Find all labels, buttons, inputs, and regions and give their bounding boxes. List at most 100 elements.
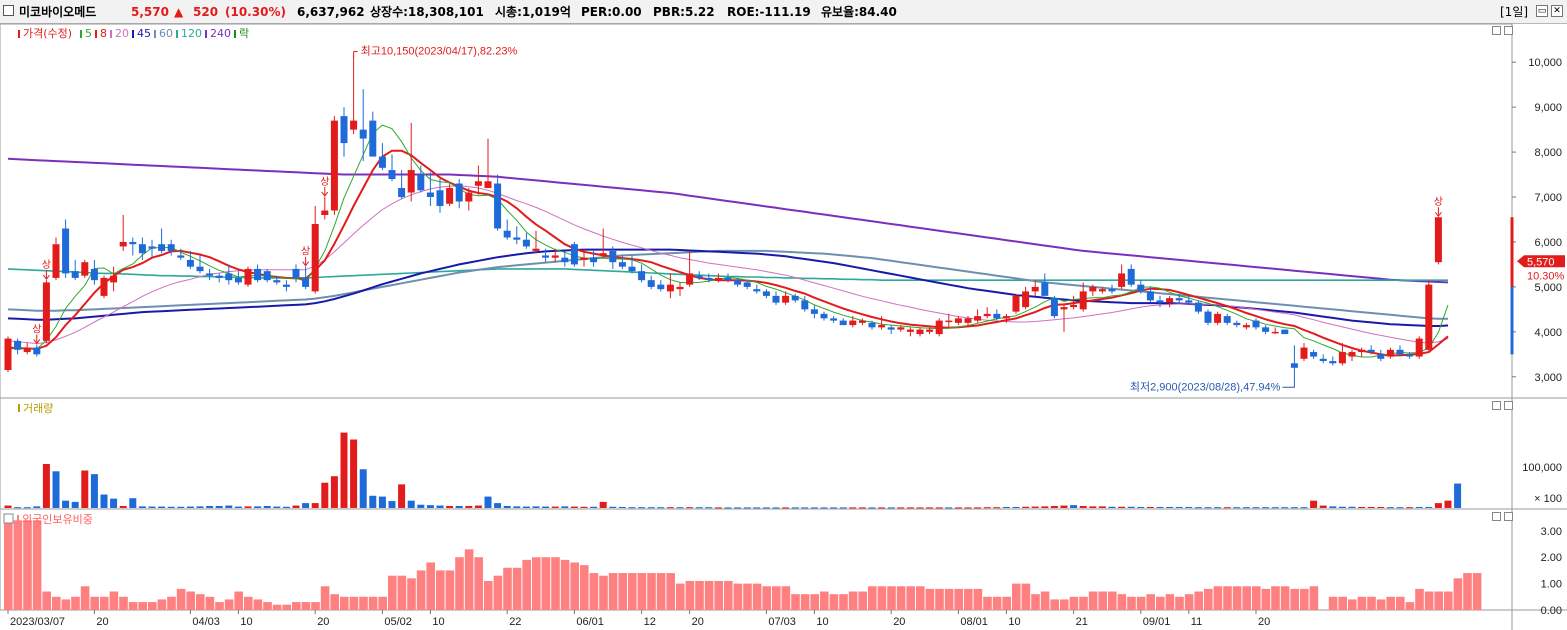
pane-close-icon[interactable] [1504, 26, 1513, 35]
volume-bar [1041, 506, 1049, 508]
change-percent: (10.30%) [225, 5, 286, 19]
candle-body [465, 192, 473, 202]
limit-up-arrow [33, 339, 41, 345]
y-tick-label: 0.00 [1541, 605, 1562, 617]
candle-body [1415, 338, 1423, 357]
holding-bar [925, 588, 935, 610]
candle-body [1041, 282, 1049, 296]
candle-body [1386, 349, 1394, 357]
volume-bar [935, 507, 943, 509]
holding-bar [704, 580, 714, 610]
candle-body [225, 273, 233, 281]
volume-bar [1367, 506, 1375, 508]
period-selector[interactable]: [1일] [1500, 5, 1529, 19]
candle-body [734, 280, 742, 285]
volume-bar [100, 494, 108, 508]
pane-close-icon[interactable] [1504, 512, 1513, 521]
volume-bar [820, 507, 828, 509]
candle-body [1281, 329, 1289, 335]
volume-bar [1137, 506, 1145, 508]
holding-bar [964, 588, 973, 610]
legend-label-60: 60 [159, 27, 173, 40]
volume-bar [964, 507, 972, 509]
restore-icon[interactable]: ▭ [1536, 5, 1548, 17]
holding-bar [1357, 596, 1367, 610]
candle-body [628, 266, 636, 272]
volume-bar [196, 506, 204, 508]
close-icon[interactable]: ✕ [1551, 5, 1563, 17]
holding-bar [848, 591, 858, 610]
volume-bar [1377, 506, 1385, 508]
candle-body [273, 280, 281, 283]
legend-checkbox [3, 513, 14, 524]
holding-bar [589, 573, 599, 610]
holding-bar [647, 573, 656, 610]
legend-label-foreign-holding: 외국인보유비중 [22, 513, 93, 526]
volume-bar [974, 507, 982, 509]
candle-body [743, 282, 751, 287]
y-tick-label: 5,000 [1534, 282, 1562, 294]
holding-bar [436, 570, 445, 610]
volume-bar [292, 505, 300, 508]
x-tick-label: 10 [1008, 616, 1020, 628]
holding-bar [820, 591, 829, 610]
candle-body [1060, 307, 1068, 310]
volume-bar [1223, 507, 1231, 509]
holding-bar [781, 586, 791, 610]
candle-body [954, 318, 962, 323]
volume-bar [590, 506, 598, 508]
legend-swatch [18, 404, 20, 412]
candle-body [686, 273, 694, 285]
holding-bar [263, 602, 272, 610]
holding-bar [1463, 573, 1472, 610]
volume-bar [609, 506, 617, 508]
legend-swatch [95, 30, 97, 38]
holding-bar [1165, 594, 1175, 610]
candle-body [666, 284, 674, 292]
volume-bar [90, 474, 98, 508]
volume-bar [1406, 507, 1414, 509]
candle-body [1118, 273, 1126, 287]
volume-bar [791, 507, 799, 509]
pane-restore-icon[interactable] [1492, 512, 1501, 521]
holding-bar [388, 575, 397, 610]
volume-bar [1358, 506, 1366, 508]
pane-restore-icon[interactable] [1492, 401, 1501, 410]
limit-up-arrow [321, 191, 329, 197]
volume-bar [1338, 506, 1346, 508]
stock-name[interactable]: 미코바이오메드 [19, 5, 97, 19]
pane-close-icon[interactable] [1504, 401, 1513, 410]
volume-bar [1108, 506, 1116, 508]
volume-bar [81, 470, 89, 508]
volume-bar [186, 506, 194, 508]
volume-bar [657, 507, 665, 509]
limit-up-arrow [1435, 211, 1442, 218]
holding-bar [551, 557, 560, 610]
legend-label-volume: 거래량 [23, 402, 53, 415]
volume-bar [1185, 506, 1193, 508]
candle-body [196, 266, 204, 272]
volume-bar [714, 507, 722, 509]
holding-bar [90, 596, 99, 610]
candle-body [474, 181, 482, 186]
holding-bar [877, 586, 887, 610]
volume-bar [234, 506, 242, 508]
candle-body [215, 275, 223, 278]
holding-bar [1328, 596, 1338, 610]
pane-restore-icon[interactable] [1492, 26, 1501, 35]
candle-body [398, 188, 406, 198]
holding-bar [1242, 586, 1251, 610]
volume-bar [1329, 506, 1337, 508]
holding-bar [234, 591, 243, 610]
current-price: 5,570 [131, 5, 169, 19]
holding-bar [733, 583, 743, 610]
high-annotation: 최고10,150(2023/04/17),82.23% [361, 44, 518, 57]
volume-bar [522, 506, 530, 508]
select-checkbox[interactable] [3, 5, 14, 16]
candle-body [676, 286, 684, 290]
volume-bar [62, 500, 70, 508]
holding-bar [992, 596, 1002, 610]
holding-bar [426, 562, 435, 610]
holding-bar [724, 580, 733, 610]
